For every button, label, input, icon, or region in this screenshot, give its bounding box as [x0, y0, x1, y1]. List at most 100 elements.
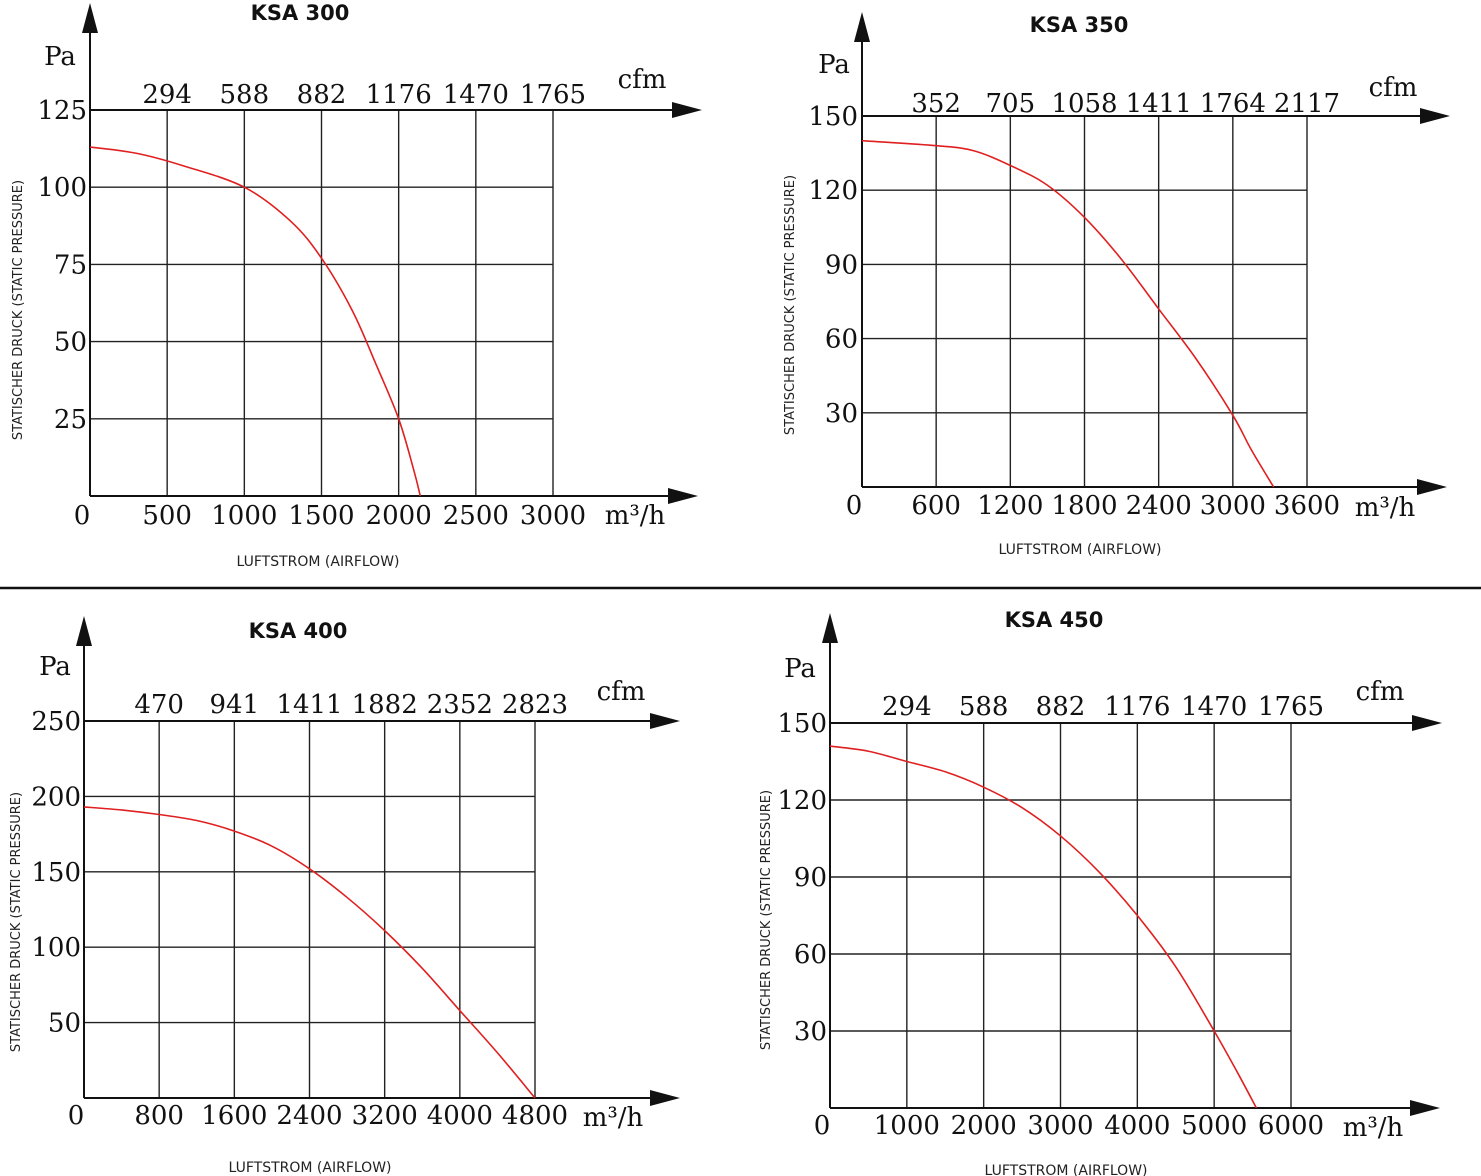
cfm-tick-label: 1765 — [520, 80, 586, 110]
y-tick-label: 90 — [825, 250, 858, 280]
x-axis-arrow — [1410, 1100, 1440, 1116]
cfm-tick-label: 1176 — [366, 80, 432, 110]
y-tick-label: 120 — [808, 176, 858, 206]
x-tick-label: 3000 — [1200, 491, 1266, 521]
cfm-unit-label: cfm — [1369, 73, 1418, 103]
cfm-tick-label: 1058 — [1051, 89, 1117, 119]
y-tick-label: 30 — [794, 1017, 827, 1047]
x-axis-title: LUFTSTROM (AIRFLOW) — [229, 1160, 392, 1176]
x-tick-label: 2000 — [366, 501, 432, 531]
cfm-unit-label: cfm — [1356, 677, 1405, 707]
chart-title: KSA 350 — [1030, 13, 1129, 37]
x-tick-label: 1200 — [977, 491, 1043, 521]
cfm-axis-arrow — [1420, 108, 1450, 124]
y-axis-arrow — [822, 613, 838, 643]
x-unit-label: m³/h — [605, 501, 666, 531]
y-tick-label: 30 — [825, 399, 858, 429]
x-tick-label: 500 — [142, 501, 192, 531]
x-tick-label: 4000 — [427, 1101, 493, 1131]
y-axis-arrow — [854, 12, 870, 42]
x-axis-title: LUFTSTROM (AIRFLOW) — [985, 1163, 1148, 1176]
series-line — [89, 146, 422, 497]
y-tick-label: 60 — [825, 325, 858, 355]
origin-label: 0 — [814, 1111, 831, 1141]
x-tick-label: 1800 — [1051, 491, 1117, 521]
cfm-tick-label: 588 — [220, 80, 270, 110]
origin-label: 0 — [68, 1101, 85, 1131]
origin-label: 0 — [74, 501, 91, 531]
cfm-tick-label: 588 — [959, 692, 1009, 722]
x-tick-label: 2000 — [951, 1111, 1017, 1141]
y-unit-label: Pa — [39, 652, 71, 682]
series-line — [83, 806, 536, 1099]
cfm-axis-arrow — [1412, 715, 1442, 731]
y-tick-label: 100 — [37, 173, 87, 203]
cfm-tick-label: 1765 — [1258, 692, 1324, 722]
y-axis-title: STATISCHER DRUCK (STATIC PRESSURE) — [9, 792, 24, 1052]
x-unit-label: m³/h — [583, 1103, 644, 1133]
cfm-tick-label: 705 — [986, 89, 1036, 119]
x-tick-label: 800 — [134, 1101, 184, 1131]
origin-label: 0 — [846, 491, 863, 521]
x-tick-label: 1500 — [288, 501, 354, 531]
y-tick-label: 50 — [54, 328, 87, 358]
cfm-tick-label: 294 — [142, 80, 192, 110]
x-tick-label: 2500 — [443, 501, 509, 531]
cfm-unit-label: cfm — [618, 65, 667, 95]
y-tick-label: 150 — [31, 858, 81, 888]
y-tick-label: 50 — [48, 1009, 81, 1039]
y-axis-title: STATISCHER DRUCK (STATIC PRESSURE) — [783, 175, 798, 435]
x-tick-label: 1000 — [874, 1111, 940, 1141]
cfm-tick-label: 1882 — [352, 690, 418, 720]
cfm-tick-label: 1411 — [276, 690, 342, 720]
cfm-tick-label: 1176 — [1104, 692, 1170, 722]
y-axis-title: STATISCHER DRUCK (STATIC PRESSURE) — [11, 180, 26, 440]
x-tick-label: 600 — [911, 491, 961, 521]
y-tick-label: 150 — [808, 102, 858, 132]
cfm-tick-label: 352 — [911, 89, 961, 119]
y-tick-label: 150 — [777, 709, 827, 739]
cfm-tick-label: 882 — [1036, 692, 1086, 722]
x-tick-label: 5000 — [1181, 1111, 1247, 1141]
cfm-tick-label: 470 — [134, 690, 184, 720]
x-axis-arrow — [668, 488, 698, 504]
x-tick-label: 4000 — [1104, 1111, 1170, 1141]
cfm-tick-label: 294 — [882, 692, 932, 722]
y-tick-label: 100 — [31, 933, 81, 963]
cfm-tick-label: 1764 — [1200, 89, 1266, 119]
cfm-unit-label: cfm — [597, 677, 646, 707]
x-axis-arrow — [650, 1090, 680, 1106]
y-tick-label: 200 — [31, 782, 81, 812]
cfm-tick-label: 1470 — [1181, 692, 1247, 722]
chart-panel: KSA 350 30 60 90 120 150 0 600 1200 1800 2400 3000 3… — [783, 12, 1450, 558]
chart-panel: KSA 300 25 50 75 100 125 0 500 1000 1500 2000 2500 3… — [11, 1, 702, 570]
x-tick-label: 3000 — [520, 501, 586, 531]
x-unit-label: m³/h — [1355, 493, 1416, 523]
x-tick-label: 3200 — [352, 1101, 418, 1131]
y-axis-arrow — [76, 616, 92, 646]
x-axis-arrow — [1417, 479, 1447, 495]
cfm-tick-label: 2117 — [1274, 89, 1340, 119]
chart-title: KSA 450 — [1005, 608, 1104, 632]
series-line — [829, 745, 1258, 1109]
x-axis-title: LUFTSTROM (AIRFLOW) — [999, 542, 1162, 558]
x-tick-label: 4800 — [502, 1101, 568, 1131]
y-unit-label: Pa — [44, 42, 76, 72]
y-unit-label: Pa — [784, 654, 816, 684]
y-unit-label: Pa — [818, 50, 850, 80]
y-tick-label: 25 — [54, 405, 87, 435]
cfm-tick-label: 2823 — [502, 690, 568, 720]
y-axis-arrow — [82, 3, 98, 33]
y-tick-label: 75 — [54, 250, 87, 280]
y-tick-label: 90 — [794, 863, 827, 893]
cfm-axis-arrow — [672, 102, 702, 118]
x-tick-label: 1000 — [211, 501, 277, 531]
x-axis-title: LUFTSTROM (AIRFLOW) — [237, 554, 400, 570]
x-tick-label: 2400 — [276, 1101, 342, 1131]
cfm-tick-label: 1411 — [1126, 89, 1192, 119]
chart-title: KSA 300 — [251, 1, 350, 25]
cfm-tick-label: 882 — [297, 80, 347, 110]
cfm-tick-label: 2352 — [427, 690, 493, 720]
y-tick-label: 250 — [31, 707, 81, 737]
y-tick-label: 60 — [794, 940, 827, 970]
